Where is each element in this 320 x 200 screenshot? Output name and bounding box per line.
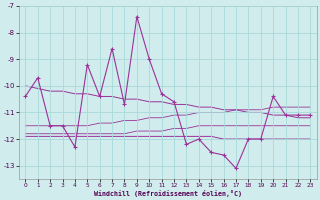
- X-axis label: Windchill (Refroidissement éolien,°C): Windchill (Refroidissement éolien,°C): [94, 190, 242, 197]
